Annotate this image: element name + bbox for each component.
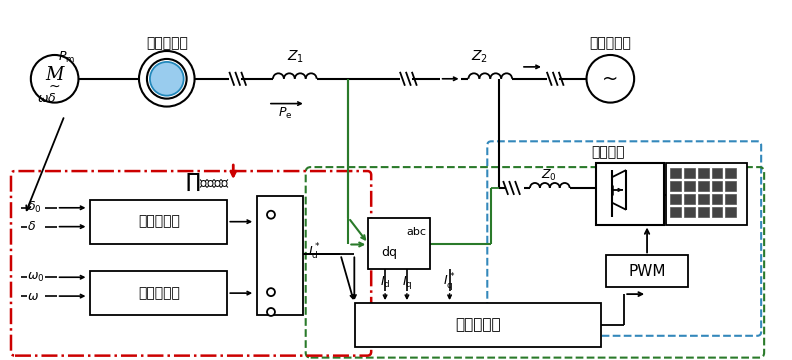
- Bar: [711, 207, 722, 217]
- Text: M: M: [45, 66, 64, 84]
- Bar: [670, 194, 681, 204]
- Bar: [356, 303, 601, 347]
- Bar: [257, 196, 303, 315]
- Bar: [698, 181, 709, 191]
- Bar: [368, 218, 430, 269]
- Text: $P_{\rm m}$: $P_{\rm m}$: [58, 49, 75, 64]
- Text: dq: dq: [381, 246, 397, 259]
- Bar: [90, 200, 227, 243]
- Text: $\prod$控制切换: $\prod$控制切换: [185, 171, 230, 193]
- Bar: [670, 181, 681, 191]
- Text: 转速控制环: 转速控制环: [138, 286, 180, 300]
- Text: $\delta_0$: $\delta_0$: [27, 200, 41, 215]
- Bar: [670, 207, 681, 217]
- Bar: [711, 168, 722, 178]
- Text: $\omega_0$: $\omega_0$: [27, 271, 44, 284]
- Text: $\omega$: $\omega$: [27, 289, 39, 303]
- Circle shape: [587, 55, 634, 103]
- Text: $\omega\delta$: $\omega\delta$: [37, 92, 56, 105]
- Circle shape: [147, 59, 187, 99]
- Circle shape: [267, 308, 275, 316]
- Text: $Z_1$: $Z_1$: [287, 49, 304, 65]
- Text: ~: ~: [602, 69, 619, 88]
- Text: $I_{\rm q}^*$: $I_{\rm q}^*$: [444, 271, 456, 293]
- Text: 储能系统: 储能系统: [592, 145, 625, 159]
- Bar: [725, 194, 737, 204]
- Bar: [683, 168, 695, 178]
- Bar: [90, 271, 227, 315]
- Circle shape: [139, 51, 195, 107]
- Text: ~: ~: [49, 80, 60, 94]
- Circle shape: [267, 211, 275, 219]
- Bar: [683, 181, 695, 191]
- FancyBboxPatch shape: [487, 141, 761, 336]
- Bar: [725, 181, 737, 191]
- Bar: [698, 168, 709, 178]
- Bar: [711, 181, 722, 191]
- Bar: [698, 207, 709, 217]
- Bar: [698, 194, 709, 204]
- Text: $Z_2$: $Z_2$: [470, 49, 488, 65]
- Bar: [666, 163, 748, 225]
- Text: $P_{\rm e}$: $P_{\rm e}$: [278, 106, 292, 121]
- Circle shape: [150, 62, 184, 96]
- Text: $Z_0$: $Z_0$: [541, 167, 557, 183]
- Circle shape: [31, 55, 78, 103]
- Text: 无穷大电网: 无穷大电网: [589, 36, 631, 50]
- Bar: [725, 207, 737, 217]
- Text: 电流控制环: 电流控制环: [455, 318, 501, 332]
- Bar: [725, 168, 737, 178]
- Circle shape: [267, 288, 275, 296]
- Text: $\delta$: $\delta$: [27, 220, 36, 233]
- Text: abc: abc: [406, 226, 426, 237]
- Text: 同步发电机: 同步发电机: [146, 36, 188, 50]
- Text: PWM: PWM: [628, 264, 666, 279]
- Text: $I_{\rm q}$: $I_{\rm q}$: [402, 274, 412, 291]
- Text: $I_{\rm d}$: $I_{\rm d}$: [380, 275, 390, 290]
- Bar: [711, 194, 722, 204]
- Bar: [670, 168, 681, 178]
- Text: 攻角控制环: 攻角控制环: [138, 215, 180, 229]
- Bar: [607, 255, 687, 287]
- Text: $I_{\rm d}^*$: $I_{\rm d}^*$: [308, 241, 321, 262]
- Bar: [683, 207, 695, 217]
- Bar: [596, 163, 664, 225]
- Bar: [683, 194, 695, 204]
